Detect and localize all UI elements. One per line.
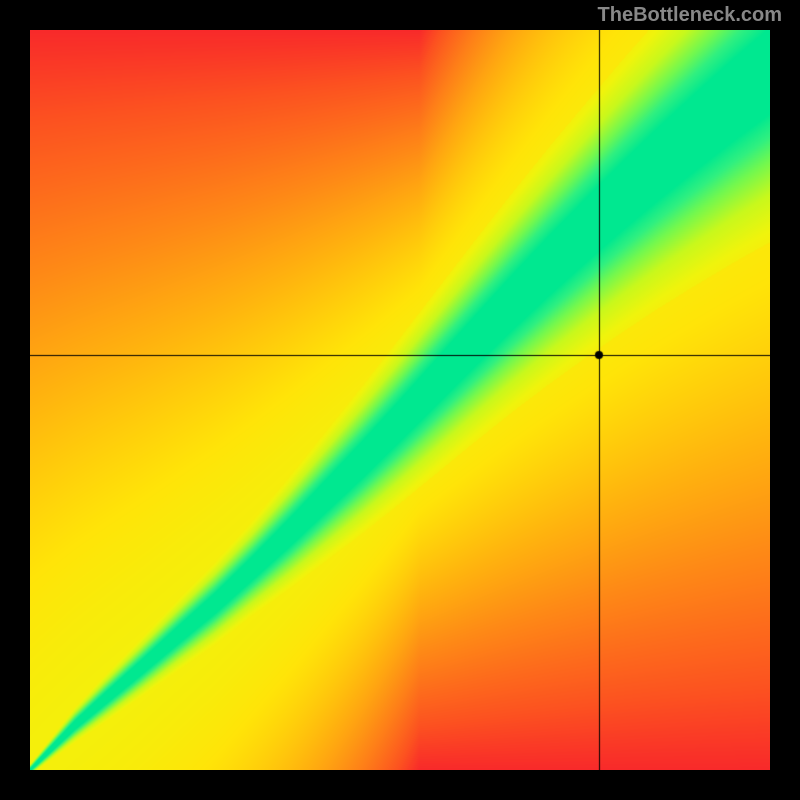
heatmap-canvas: [30, 30, 770, 770]
chart-container: TheBottleneck.com: [0, 0, 800, 800]
watermark-text: TheBottleneck.com: [598, 4, 782, 27]
heatmap-plot: [30, 30, 770, 770]
